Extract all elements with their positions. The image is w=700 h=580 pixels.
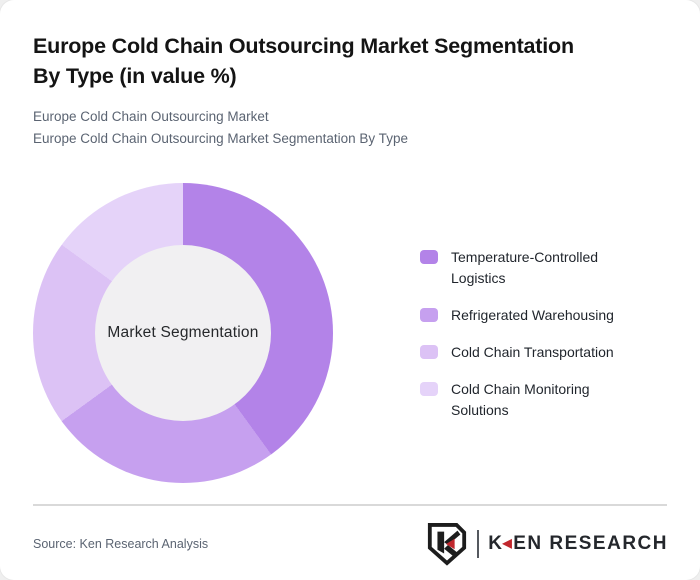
- legend-item: Cold Chain Monitoring Solutions: [420, 379, 636, 421]
- shield-k-icon: [428, 523, 467, 566]
- donut-chart: Market Segmentation: [33, 183, 333, 483]
- ken-research-logo: K ◀ EN RESEARCH: [426, 521, 668, 567]
- logo-wordmark: K ◀ EN RESEARCH: [488, 533, 668, 555]
- red-triangle-icon: ◀: [502, 536, 514, 550]
- page-title: Europe Cold Chain Outsourcing Market Seg…: [33, 31, 673, 91]
- donut-center-label: Market Segmentation: [107, 324, 259, 341]
- footer-divider: [33, 504, 667, 506]
- donut-center: Market Segmentation: [95, 245, 271, 421]
- subtitle: Europe Cold Chain Outsourcing Market Eur…: [33, 106, 673, 150]
- subtitle-line-2: Europe Cold Chain Outsourcing Market Seg…: [33, 131, 408, 146]
- logo-text-rest: EN RESEARCH: [513, 533, 668, 554]
- legend-swatch: [420, 382, 438, 396]
- legend-swatch: [420, 250, 438, 264]
- legend-label: Cold Chain Transportation: [451, 344, 614, 360]
- legend-swatch: [420, 308, 438, 322]
- logo-divider: [477, 530, 480, 558]
- legend-label: Temperature-Controlled Logistics: [451, 249, 599, 286]
- legend-label: Refrigerated Warehousing: [451, 307, 614, 323]
- legend-item: Cold Chain Transportation: [420, 342, 636, 363]
- legend-swatch: [420, 345, 438, 359]
- legend-item: Refrigerated Warehousing: [420, 305, 636, 326]
- source-note: Source: Ken Research Analysis: [33, 537, 209, 551]
- legend-item: Temperature-Controlled Logistics: [420, 247, 636, 289]
- chart-legend: Temperature-Controlled Logistics Refrige…: [420, 247, 636, 421]
- page-title-line-1: Europe Cold Chain Outsourcing Market Seg…: [33, 34, 574, 58]
- subtitle-line-1: Europe Cold Chain Outsourcing Market: [33, 109, 269, 124]
- page-title-line-2: By Type (in value %): [33, 64, 237, 88]
- legend-label: Cold Chain Monitoring Solutions: [451, 381, 590, 418]
- logo-text-k: K: [488, 533, 504, 554]
